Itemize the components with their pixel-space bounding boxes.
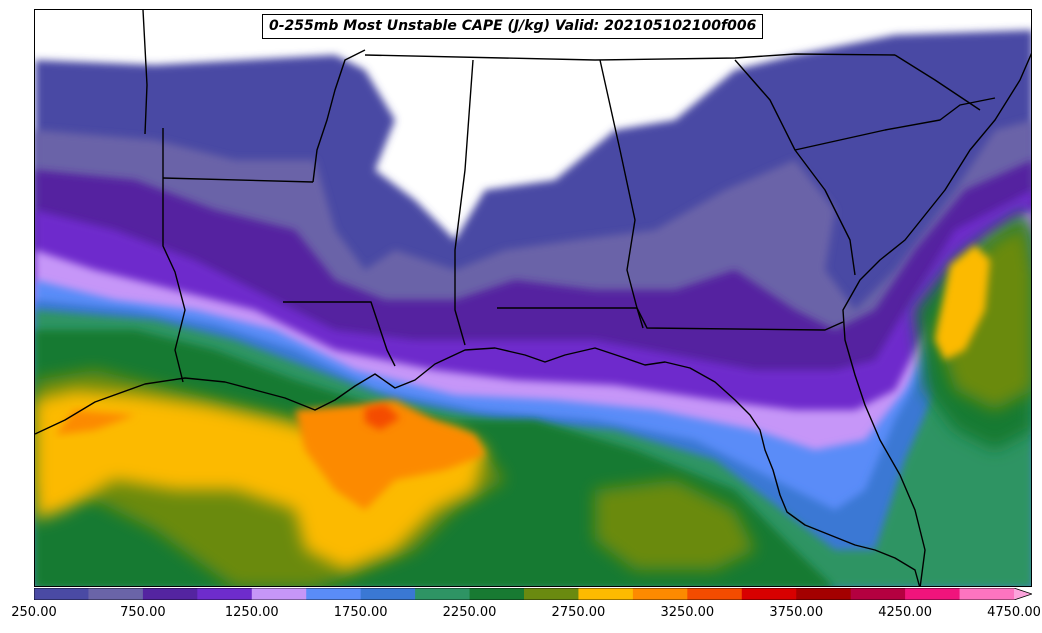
cape-region-3000-texas	[55, 410, 135, 435]
colorbar-segment	[251, 588, 307, 600]
colorbar-segment	[88, 588, 144, 600]
colorbar-tick-label: 1750.00	[333, 605, 388, 620]
colorbar-extend-arrow	[1014, 588, 1032, 600]
state-line-east-texas	[162, 128, 186, 383]
colorbar-segment	[741, 588, 797, 600]
colorbar-tick-label: 2750.00	[551, 605, 606, 620]
colorbar-segment	[142, 588, 198, 600]
state-line-arkansas-louisiana	[162, 177, 314, 183]
cape-field-map	[35, 10, 1031, 586]
colorbar-tick-label: 250.00	[11, 605, 57, 620]
state-line-north-carolina	[894, 54, 981, 111]
colorbar-segment	[469, 588, 525, 600]
colorbar-segment	[360, 588, 416, 600]
colorbar-tick-label: 3750.00	[769, 605, 824, 620]
colorbar-segment	[524, 588, 580, 600]
cape-region-2500-atlantic	[935, 225, 1031, 410]
colorbar-segment	[959, 588, 1015, 600]
colorbar-tick-label: 4250.00	[878, 605, 932, 620]
cape-colorbar	[34, 588, 1032, 600]
state-line-mississippi-alabama	[454, 59, 474, 346]
colorbar-segment	[796, 588, 852, 600]
cape-region-2500-south	[595, 480, 755, 570]
colorbar-segment	[197, 588, 253, 600]
colorbar-tick-label: 4750.00	[987, 605, 1041, 620]
colorbar-tick-label: 3250.00	[660, 605, 715, 620]
state-line-florida-north	[497, 307, 844, 331]
state-line-mississippi-river	[312, 49, 366, 183]
state-line-louisiana-mississippi	[283, 301, 396, 367]
map-title: 0-255mb Most Unstable CAPE (J/kg) Valid:…	[262, 14, 764, 39]
cape-region-3250	[365, 404, 400, 430]
colorbar-tick-label: 2250.00	[442, 605, 497, 620]
colorbar-segment	[34, 588, 90, 600]
atlantic-coastline	[842, 52, 1031, 586]
state-boundaries	[35, 10, 1031, 586]
state-line-oklahoma-texas	[142, 10, 148, 135]
colorbar-segment	[306, 588, 362, 600]
cape-region-3000	[295, 400, 485, 510]
colorbar-segment	[905, 588, 961, 600]
colorbar-segment	[415, 588, 471, 600]
colorbar-tick-label: 750.00	[120, 605, 166, 620]
colorbar-outline	[34, 588, 1032, 600]
colorbar-segment	[632, 588, 688, 600]
gulf-coastline	[35, 347, 921, 586]
state-line-carolinas	[794, 97, 996, 151]
state-line-tennessee	[364, 53, 896, 61]
map-panel	[34, 9, 1032, 587]
colorbar-tick-label: 1250.00	[224, 605, 279, 620]
state-line-georgia-carolina	[734, 59, 856, 276]
colorbar-segment	[578, 588, 634, 600]
cape-contour-layers	[35, 30, 1031, 586]
colorbar-segment	[850, 588, 906, 600]
colorbar-segment	[687, 588, 743, 600]
cape-region-2750-atlantic	[935, 245, 990, 360]
